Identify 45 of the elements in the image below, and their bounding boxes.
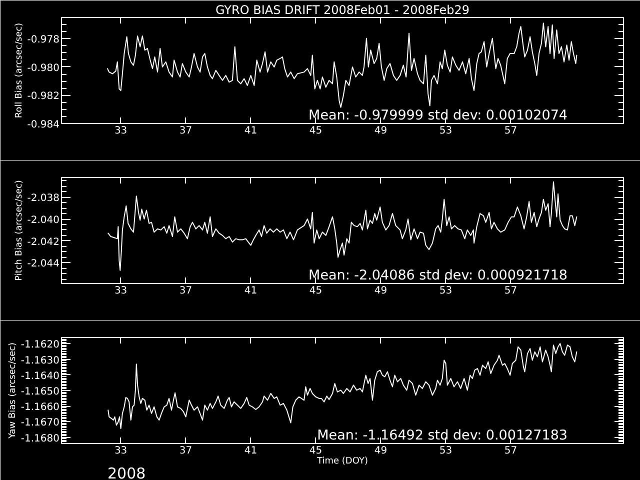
y-tick-label: -1.1660 [20,402,60,414]
y-tick-label: -0.982 [27,91,60,102]
y-tick-label: -1.1680 [20,433,60,444]
y-tick-label: -2.038 [27,193,60,204]
x-tick-label: 45 [309,126,322,136]
y-tick-label: -0.978 [27,34,60,46]
chart-title: GYRO BIAS DRIFT 2008Feb01 - 2008Feb29 [215,3,470,17]
y-tick-label: -2.044 [27,258,60,270]
x-tick-label: 37 [179,286,192,296]
y-tick-label: -1.1640 [20,370,60,382]
y-tick-label: -1.1650 [20,386,60,398]
x-tick-label: 45 [309,286,322,296]
x-tick-label: 49 [374,126,388,136]
x-tick-label: 41 [244,446,258,456]
x-tick-label: 45 [309,446,322,456]
x-axis-title: Time (DOY) [316,456,368,466]
x-tick-label: 33 [114,286,128,296]
x-tick-label: 53 [439,286,452,296]
y-axis-title: Pitch Bias (arcsec/sec) [14,180,24,281]
y-tick-label: -1.1630 [20,355,60,366]
x-tick-label: 57 [504,286,518,296]
y-axis-title: Yaw Bias (arcsec/sec) [8,342,18,440]
annotation: Mean: -2.04086 std dev: 0.000921718 [308,268,568,284]
x-tick-label: 33 [114,126,128,136]
x-tick-label: 41 [244,126,258,136]
x-tick-label: 53 [439,126,452,136]
y-tick-label: -0.984 [27,120,60,130]
annotation: Mean: -0.979999 std dev: 0.00102074 [308,108,568,124]
x-tick-label: 53 [439,446,452,456]
x-tick-label: 49 [374,446,388,456]
x-tick-label: 41 [244,286,258,296]
x-tick-label: 33 [114,446,128,456]
x-tick-label: 57 [504,126,518,136]
y-tick-label: -1.1670 [20,418,60,429]
x-tick-label: 57 [504,446,518,456]
y-tick-label: -2.040 [27,215,60,226]
y-tick-label: -2.042 [27,236,60,248]
y-axis-title: Roll Bias (arcsec/sec) [14,22,24,118]
x-tick-label: 37 [179,126,192,136]
y-tick-label: -0.980 [27,62,60,74]
annotation: Mean: -1.16492 std dev: 0.00127183 [317,428,568,444]
y-tick-label: -1.1620 [20,340,60,351]
text: 2008 [108,464,146,480]
x-tick-label: 49 [374,286,388,296]
x-tick-label: 37 [179,446,192,456]
